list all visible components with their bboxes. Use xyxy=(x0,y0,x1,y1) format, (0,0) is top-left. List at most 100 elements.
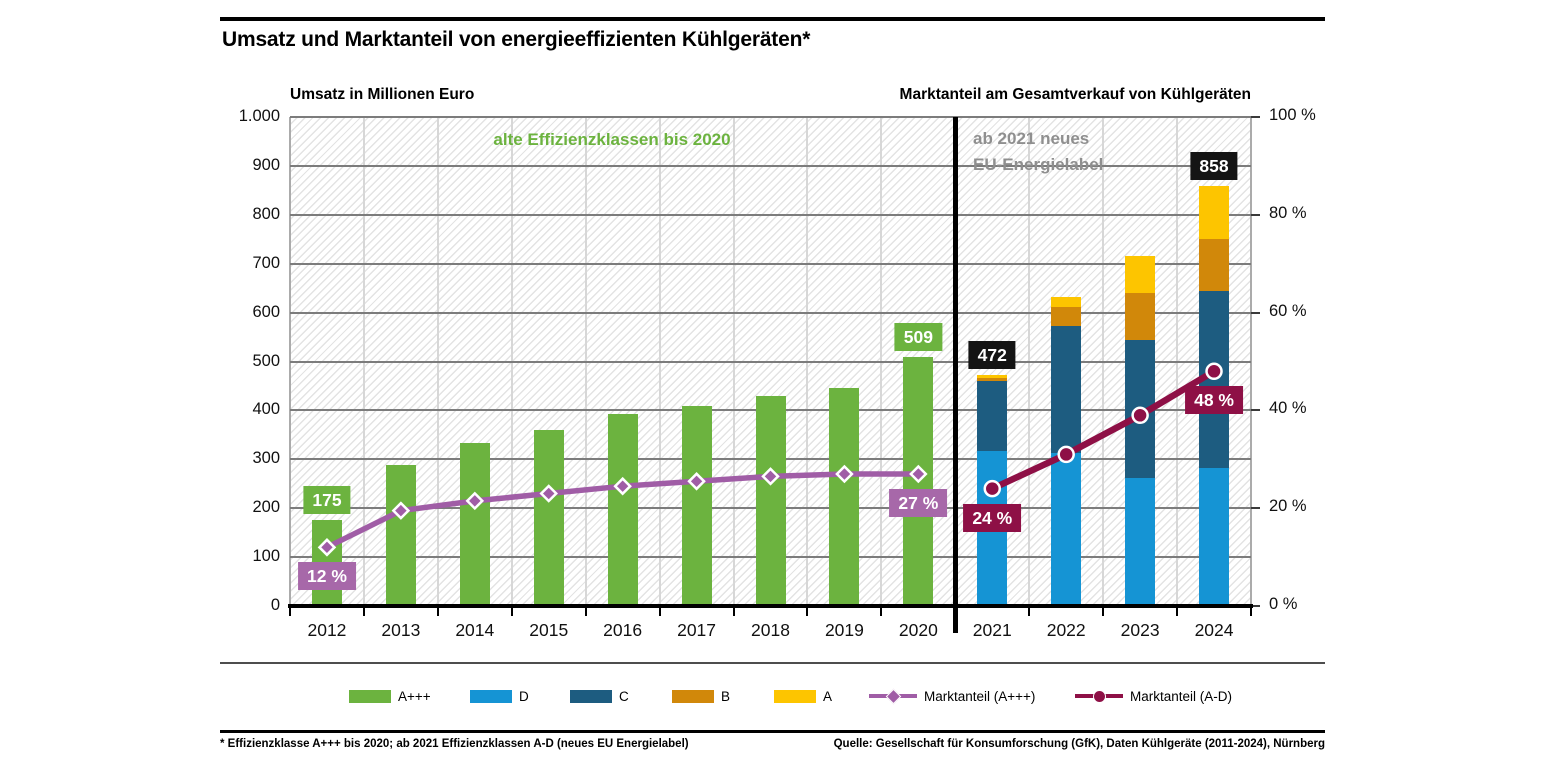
x-axis-label-2018: 2018 xyxy=(751,620,790,640)
x-axis-label-2016: 2016 xyxy=(603,620,643,640)
period-divider xyxy=(952,117,958,633)
bar-segment-A+++-2019 xyxy=(829,387,860,606)
x-axis-tick xyxy=(806,608,809,616)
x-axis-tick xyxy=(436,608,439,616)
bar-segment-A+++-2015 xyxy=(533,429,564,606)
footer-rule xyxy=(220,730,1325,733)
bar-segment-A+++-2016 xyxy=(607,414,638,606)
annotation-new-eu-label-line1: ab 2021 neues xyxy=(973,129,1090,148)
annotation-new-eu-label: ab 2021 neues EU-Energielabel xyxy=(973,126,1103,178)
legend-separator-line xyxy=(220,662,1325,664)
legend-swatch xyxy=(470,689,512,703)
diamond-marker xyxy=(761,467,780,486)
bar-segment-A+++-2014 xyxy=(459,443,490,606)
y-axis-label-right: 0 % xyxy=(1269,595,1298,613)
x-axis-tick xyxy=(362,608,365,616)
y-axis-label-left: 0 xyxy=(270,596,280,614)
bar-segment-D-2023 xyxy=(1125,478,1156,606)
y-axis-label-left: 200 xyxy=(252,498,280,517)
legend-item-b: B xyxy=(672,686,730,706)
vertical-gridline xyxy=(1250,117,1252,606)
annotation-old-classes: alte Effizienzklassen bis 2020 xyxy=(493,130,731,149)
annotation-new-eu-label-line2: EU-Energielabel xyxy=(973,155,1104,174)
x-axis xyxy=(288,604,1253,608)
diamond-marker xyxy=(539,484,558,503)
legend-label: Marktanteil (A+++) xyxy=(924,688,1036,704)
bar-segment-B-2024 xyxy=(1199,239,1230,291)
legend-label: D xyxy=(519,688,529,704)
bar-segment-B-2023 xyxy=(1125,292,1156,341)
y-axis-tick-right xyxy=(1251,507,1260,510)
bar-segment-D-2024 xyxy=(1199,467,1230,606)
y-axis-tick-right xyxy=(1251,409,1260,412)
x-axis-tick xyxy=(732,608,735,616)
y-axis-label-right: 60 % xyxy=(1269,301,1307,320)
bar-segment-B-2022 xyxy=(1051,306,1082,326)
y-axis-tick-right xyxy=(1251,213,1260,216)
diamond-marker xyxy=(465,491,485,511)
y-axis-label-right: 20 % xyxy=(1269,497,1307,516)
x-axis-tick xyxy=(1028,608,1031,616)
legend-item-c: C xyxy=(570,686,629,706)
bar-segment-A+++-2018 xyxy=(755,395,786,606)
x-axis-label-2013: 2013 xyxy=(381,620,421,640)
x-axis-tick xyxy=(289,608,291,616)
y-axis-label-right: 80 % xyxy=(1269,203,1307,222)
y-axis-label-left: 400 xyxy=(252,400,280,419)
x-axis-label-2019: 2019 xyxy=(824,620,864,640)
bar-segment-C-2022 xyxy=(1051,325,1082,454)
value-label-2020: 509 xyxy=(894,323,942,352)
horizontal-gridline xyxy=(290,262,1251,265)
legend-swatch xyxy=(672,689,714,703)
x-axis-label-2024: 2024 xyxy=(1194,620,1234,640)
x-axis-label-2015: 2015 xyxy=(529,620,569,640)
y-axis-label-right: 100 % xyxy=(1269,106,1316,124)
y-axis-label-left: 600 xyxy=(252,302,280,321)
legend-label: A xyxy=(823,688,833,704)
top-rule xyxy=(220,17,1325,21)
share-label-2020: 27 % xyxy=(889,488,948,517)
y-axis-tick-right xyxy=(1251,605,1260,607)
x-axis-tick xyxy=(510,608,513,616)
bar-segment-C-2021 xyxy=(977,380,1008,451)
bar-segment-A+++-2017 xyxy=(681,406,712,606)
x-axis-tick xyxy=(1102,608,1105,616)
x-axis-label-2017: 2017 xyxy=(677,620,717,640)
x-axis-tick xyxy=(880,608,883,616)
marketshare-lines xyxy=(317,362,1223,557)
x-axis-label-2014: 2014 xyxy=(455,620,495,640)
y-axis-label-left: 1.000 xyxy=(238,107,280,125)
legend-item-marktanteil-a+++-: Marktanteil (A+++) xyxy=(869,686,1035,706)
value-label-2021: 472 xyxy=(968,341,1016,370)
legend-item-d: D xyxy=(470,686,529,706)
legend-swatch xyxy=(774,689,816,703)
legend-swatch xyxy=(570,689,612,703)
legend-label: B xyxy=(721,688,731,704)
y-axis-label-left: 900 xyxy=(252,155,280,174)
diamond-marker xyxy=(317,538,337,557)
diamond-marker xyxy=(391,501,411,520)
bar-segment-A-2022 xyxy=(1051,296,1082,307)
bar-segment-D-2022 xyxy=(1051,453,1082,606)
horizontal-gridline xyxy=(290,311,1251,314)
bar-segment-A-2023 xyxy=(1125,255,1156,293)
source-credit: Quelle: Gesellschaft für Konsumforschung… xyxy=(833,738,1325,750)
x-axis-tick xyxy=(1176,608,1179,616)
x-axis-label-2012: 2012 xyxy=(307,620,347,640)
bar-segment-A+++-2013 xyxy=(385,465,416,606)
line-Marktanteil (A-D) xyxy=(990,368,1216,492)
legend-item-a: A xyxy=(774,686,832,706)
legend-line-diamond-icon xyxy=(869,688,917,705)
diamond-marker xyxy=(613,476,632,496)
circle-marker xyxy=(983,479,1002,498)
x-axis-label-2022: 2022 xyxy=(1046,620,1086,640)
y-axis-label-left: 300 xyxy=(252,449,280,468)
bar-segment-A-2024 xyxy=(1199,186,1230,240)
circle-marker xyxy=(1057,445,1075,464)
bar-segment-B-2021 xyxy=(977,377,1008,381)
diamond-marker xyxy=(835,464,854,484)
diamond-marker xyxy=(687,472,706,491)
y-axis-label-left: 700 xyxy=(252,253,280,272)
legend-line-circle-icon xyxy=(1075,688,1123,704)
